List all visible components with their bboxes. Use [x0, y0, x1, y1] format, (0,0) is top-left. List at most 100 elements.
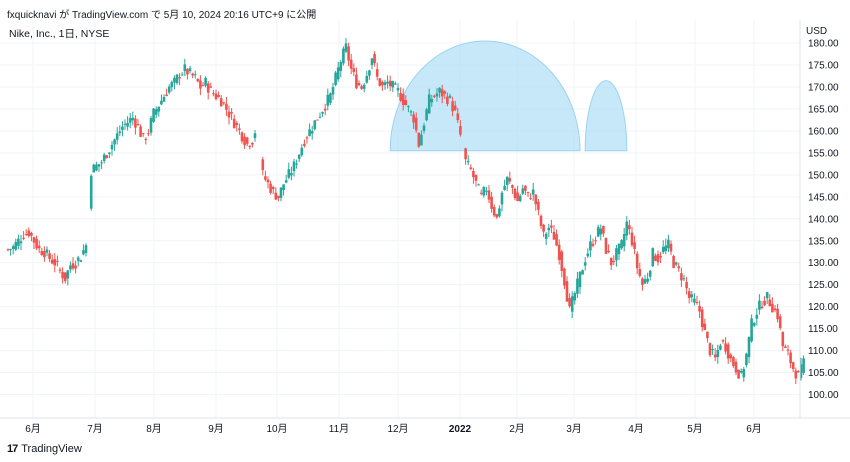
candle-body — [596, 227, 600, 237]
candle-body — [391, 81, 395, 88]
candle-body — [700, 309, 704, 328]
price-tick-label: 155.00 — [808, 148, 839, 159]
candle-body — [789, 352, 792, 364]
candle-body — [394, 83, 397, 85]
candle-body — [695, 301, 699, 303]
candle-body — [456, 113, 460, 121]
candle-body — [388, 80, 392, 87]
price-tick-label: 120.00 — [808, 302, 839, 313]
candle-body — [425, 109, 428, 121]
candle-body — [225, 103, 228, 110]
candle-body — [316, 119, 319, 121]
candle-body — [115, 133, 119, 140]
candle-body — [230, 112, 233, 114]
candle-body — [89, 175, 93, 209]
candle-body — [534, 194, 538, 205]
candle-body — [186, 69, 189, 75]
candle-body — [357, 83, 361, 86]
chart-title: Nike, Inc., 1日, NYSE — [9, 28, 110, 40]
candle-body — [446, 96, 449, 104]
candle-body — [370, 58, 374, 66]
candle-body — [469, 167, 473, 170]
candle-body — [651, 248, 655, 267]
head-and-shoulders-pattern — [389, 40, 628, 152]
time-tick-label: 6月 — [25, 423, 41, 435]
candle-body — [474, 174, 478, 181]
candle-body — [295, 163, 298, 165]
candle-body — [329, 93, 332, 103]
candle-body — [45, 249, 49, 253]
candle-body — [602, 226, 605, 234]
candle-body — [768, 299, 772, 307]
candle-body — [638, 269, 642, 276]
candle-body — [318, 116, 322, 118]
candle-body — [193, 74, 197, 76]
candle-body — [27, 230, 31, 237]
candle-body — [277, 195, 280, 199]
price-tick-label: 125.00 — [808, 280, 839, 291]
candle-body — [628, 225, 631, 230]
candle-body — [542, 224, 545, 232]
candle-body — [589, 241, 592, 251]
candle-body — [495, 214, 499, 218]
candle-body — [245, 137, 249, 144]
candle-body — [526, 191, 530, 193]
candle-body — [485, 190, 488, 192]
candle-body — [680, 273, 683, 281]
candle-body — [352, 68, 356, 72]
candle-body — [162, 97, 166, 102]
price-tick-label: 100.00 — [808, 390, 839, 401]
candle-body — [50, 259, 54, 264]
price-chart[interactable]: 180.00 175.00 170.00 165.00 160.00 155.00 150.… — [0, 0, 850, 440]
candle-body — [152, 108, 155, 122]
candle-body — [417, 132, 421, 147]
candle-body — [550, 225, 553, 228]
candle-body — [617, 243, 621, 255]
candle-body — [435, 93, 439, 97]
candle-body — [144, 138, 148, 140]
candle-body — [300, 147, 304, 156]
candle-body — [40, 250, 44, 256]
candle-body — [508, 178, 512, 182]
candle-body — [123, 123, 127, 125]
candle-body — [167, 86, 171, 93]
candle-body — [451, 101, 454, 112]
time-tick-label: 3月 — [566, 423, 582, 435]
candle-body — [113, 139, 116, 145]
candle-body — [672, 255, 675, 268]
candle-body — [648, 270, 652, 277]
candle-body — [290, 172, 293, 176]
candle-body — [63, 272, 67, 281]
candle-body — [529, 198, 532, 200]
candle-body — [682, 278, 686, 280]
time-axis[interactable]: 6月 7月 8月 9月 10月 11月 12月 2022 2月 3月 4月 5月 6月 — [25, 423, 762, 435]
candle-body — [771, 303, 774, 313]
price-axis[interactable]: 180.00 175.00 170.00 165.00 160.00 155.00 150.… — [808, 39, 839, 401]
candle-body — [261, 159, 265, 171]
candle-body — [365, 75, 369, 83]
candle-body — [797, 370, 800, 373]
candle-body — [37, 245, 41, 249]
candle-body — [110, 144, 114, 150]
candle-body — [794, 370, 798, 379]
tradingview-logo-icon: 17 — [7, 443, 18, 455]
candle-body — [196, 78, 200, 82]
candle-body — [308, 129, 311, 136]
candle-body — [703, 323, 707, 330]
time-tick-label: 2月 — [509, 423, 525, 435]
candle-body — [698, 305, 701, 312]
candle-body — [799, 364, 803, 378]
candle-body — [765, 292, 769, 299]
candle-body — [253, 133, 257, 139]
candle-body — [373, 53, 376, 64]
candle-body — [243, 136, 246, 146]
candle-body — [204, 77, 207, 86]
candle-body — [227, 111, 231, 118]
candle-body — [503, 186, 506, 190]
candle-body — [646, 278, 649, 282]
candle-body — [516, 192, 519, 202]
candle-body — [482, 186, 486, 196]
candle-body — [284, 180, 288, 183]
candle-body — [599, 228, 603, 235]
candle-body — [750, 318, 753, 342]
